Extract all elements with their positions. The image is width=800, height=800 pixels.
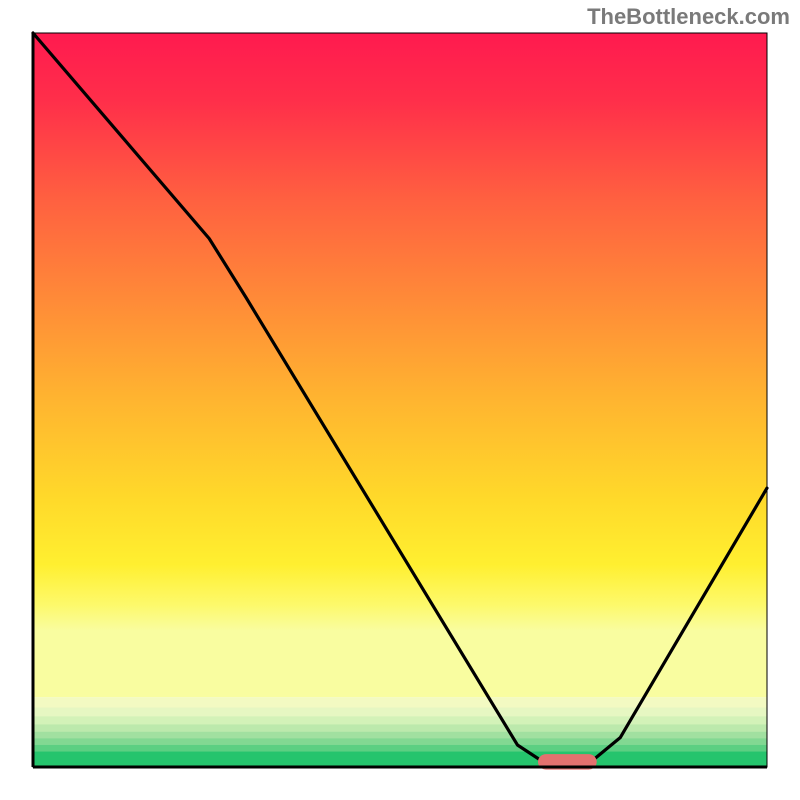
band-4 [33, 732, 767, 740]
band-0 [33, 697, 767, 709]
band-5 [33, 738, 767, 746]
band-1 [33, 708, 767, 718]
watermark-text: TheBottleneck.com [587, 4, 790, 29]
band-6 [33, 745, 767, 753]
plot-gradient-bg [33, 33, 767, 697]
chart-svg: TheBottleneck.com [0, 0, 800, 800]
bottleneck-chart: TheBottleneck.com [0, 0, 800, 800]
band-3 [33, 724, 767, 733]
